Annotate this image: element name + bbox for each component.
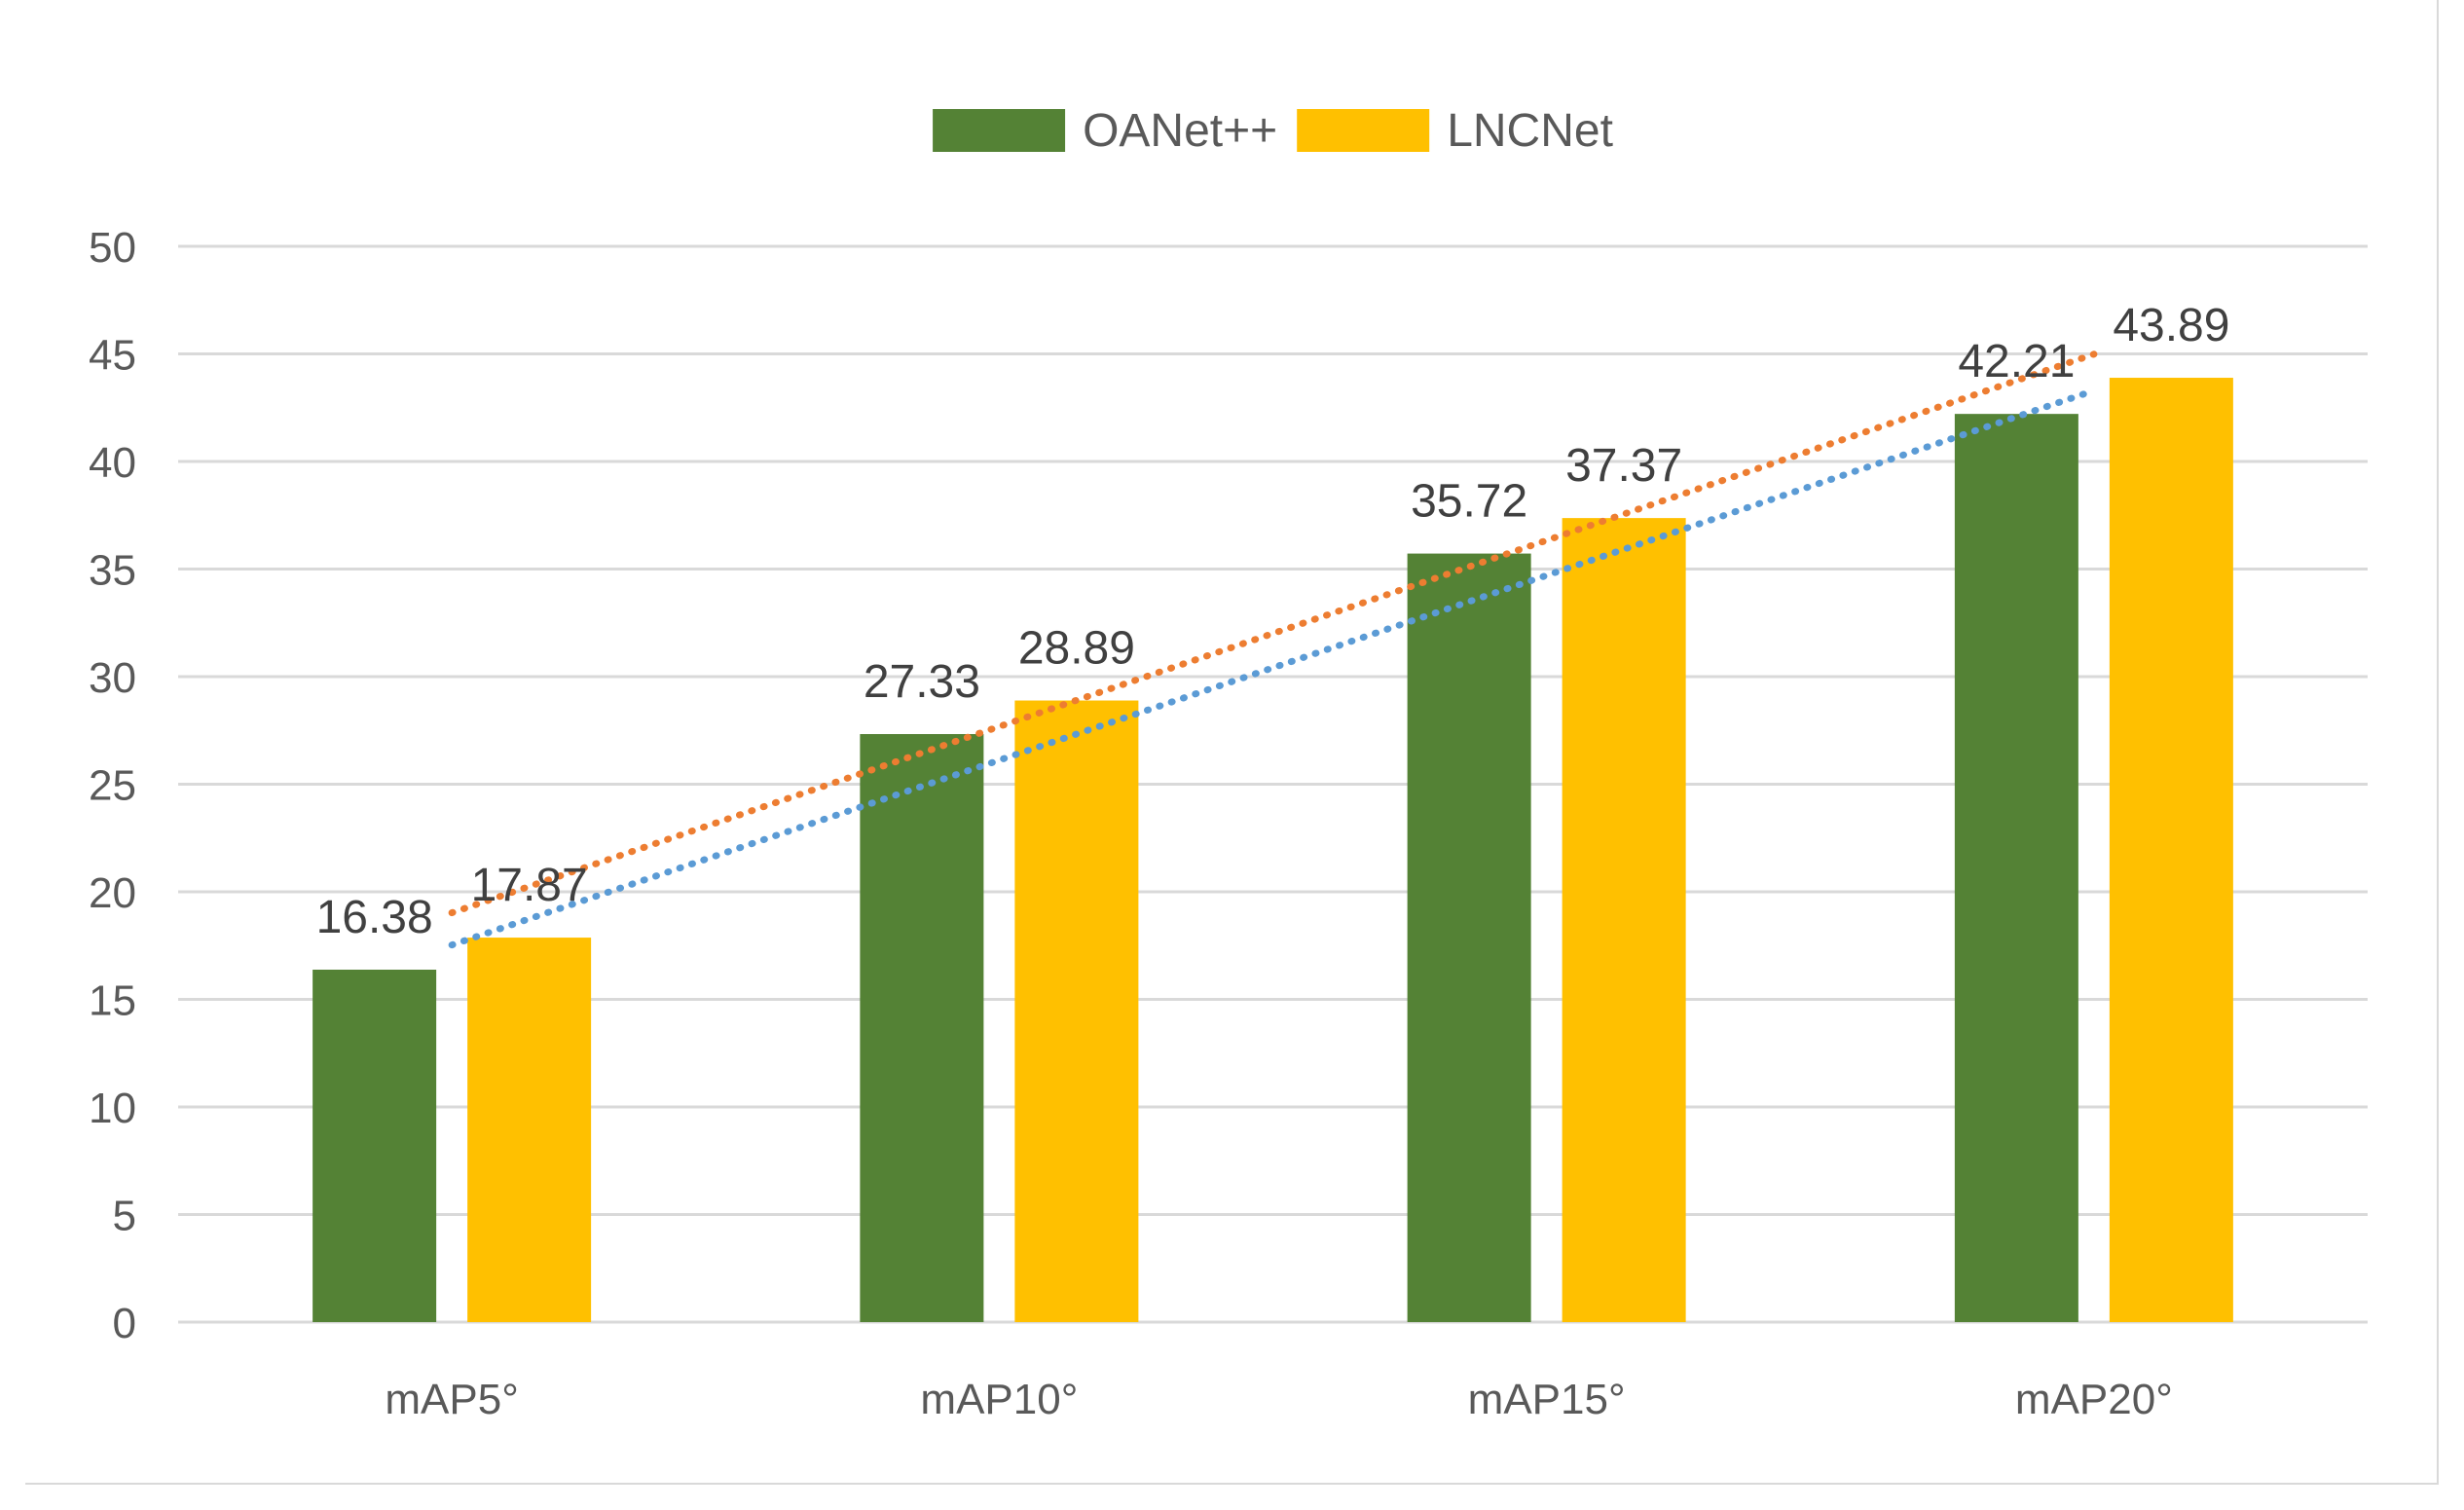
bar-oanet-1 bbox=[860, 734, 984, 1322]
data-labels: 16.38 27.33 35.72 42.21 17.87 28.89 37.37 43.89 bbox=[316, 300, 2230, 943]
data-label: 16.38 bbox=[316, 892, 433, 943]
data-label: 28.89 bbox=[1018, 623, 1135, 675]
y-tick-label: 5 bbox=[113, 1193, 136, 1240]
data-label: 35.72 bbox=[1411, 476, 1527, 528]
bar-lncnet-3 bbox=[2109, 378, 2233, 1322]
y-axis: 0 5 10 15 20 25 30 35 40 45 50 bbox=[89, 224, 136, 1347]
bar-oanet-2 bbox=[1407, 553, 1531, 1322]
y-tick-label: 50 bbox=[89, 224, 136, 272]
trendline-lncnet bbox=[448, 350, 2098, 917]
data-label: 42.21 bbox=[1958, 336, 2075, 387]
y-tick-label: 10 bbox=[89, 1085, 136, 1132]
y-tick-label: 30 bbox=[89, 654, 136, 702]
x-axis: mAP5° mAP10° mAP15° mAP20° bbox=[385, 1376, 2172, 1423]
bar-oanet-3 bbox=[1954, 414, 2078, 1322]
y-tick-label: 0 bbox=[113, 1300, 136, 1347]
trendlines bbox=[448, 350, 2098, 949]
data-label: 43.89 bbox=[2113, 300, 2229, 351]
bar-lncnet-0 bbox=[467, 938, 592, 1322]
y-tick-label: 25 bbox=[89, 762, 136, 810]
x-tick-label: mAP15° bbox=[1468, 1376, 1626, 1423]
data-label: 27.33 bbox=[864, 656, 980, 708]
data-label: 17.87 bbox=[471, 860, 588, 911]
y-tick-label: 45 bbox=[89, 332, 136, 380]
y-tick-label: 15 bbox=[89, 977, 136, 1025]
data-label: 37.37 bbox=[1565, 440, 1682, 492]
x-tick-label: mAP10° bbox=[920, 1376, 1078, 1423]
trendline-oanet bbox=[448, 387, 2098, 949]
bars bbox=[313, 378, 2233, 1322]
legend-swatch bbox=[1297, 109, 1430, 152]
y-tick-label: 40 bbox=[89, 439, 136, 487]
legend: OANet++ LNCNet bbox=[933, 105, 1613, 157]
y-tick-label: 20 bbox=[89, 869, 136, 917]
legend-label: LNCNet bbox=[1447, 105, 1613, 157]
legend-label: OANet++ bbox=[1083, 105, 1277, 157]
bar-oanet-0 bbox=[313, 970, 437, 1322]
bar-lncnet-2 bbox=[1562, 518, 1686, 1322]
legend-swatch bbox=[933, 109, 1066, 152]
y-tick-label: 35 bbox=[89, 547, 136, 595]
bar-lncnet-1 bbox=[1014, 700, 1139, 1322]
x-tick-label: mAP20° bbox=[2015, 1376, 2173, 1423]
chart-frame bbox=[25, 0, 2439, 1485]
x-tick-label: mAP5° bbox=[385, 1376, 518, 1423]
